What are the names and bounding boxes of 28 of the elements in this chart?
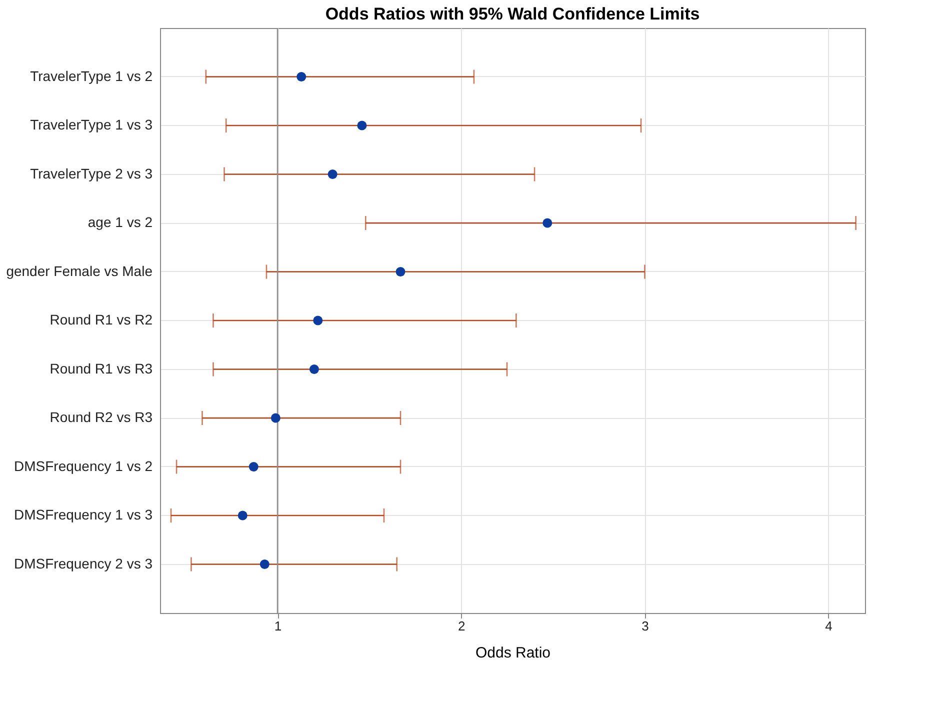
y-tick-label: TravelerType 1 vs 3 — [30, 116, 153, 132]
point — [260, 560, 270, 569]
x-tick-label: 3 — [642, 618, 649, 634]
chart-title: Odds Ratios with 95% Wald Confidence Limits — [325, 4, 700, 24]
point — [396, 267, 406, 276]
y-tick-label: DMSFrequency 1 vs 3 — [14, 506, 153, 522]
point — [248, 462, 258, 472]
point — [309, 364, 319, 374]
y-tick-label: Round R2 vs R3 — [50, 409, 153, 425]
point — [357, 120, 367, 130]
y-tick-label: DMSFrequency 1 vs 2 — [14, 458, 153, 474]
y-tick-label: DMSFrequency 2 vs 3 — [14, 555, 153, 572]
x-tick-label: 2 — [458, 618, 466, 634]
x-axis-title: Odds Ratio — [475, 644, 551, 662]
y-tick-label: TravelerType 1 vs 2 — [30, 68, 153, 84]
x-tick-label: 1 — [274, 618, 282, 634]
y-tick-label: Round R1 vs R2 — [50, 312, 153, 328]
point — [542, 218, 552, 228]
point — [328, 170, 338, 179]
y-tick-label: TravelerType 2 vs 3 — [30, 165, 153, 182]
x-tick-label: 4 — [825, 618, 832, 634]
y-tick-label: age 1 vs 2 — [88, 214, 153, 230]
point — [238, 510, 248, 520]
point — [270, 413, 280, 423]
point — [313, 316, 323, 326]
point — [296, 72, 306, 82]
y-tick-label: Round R1 vs R3 — [50, 360, 153, 376]
y-tick-label: gender Female vs Male — [6, 262, 153, 279]
